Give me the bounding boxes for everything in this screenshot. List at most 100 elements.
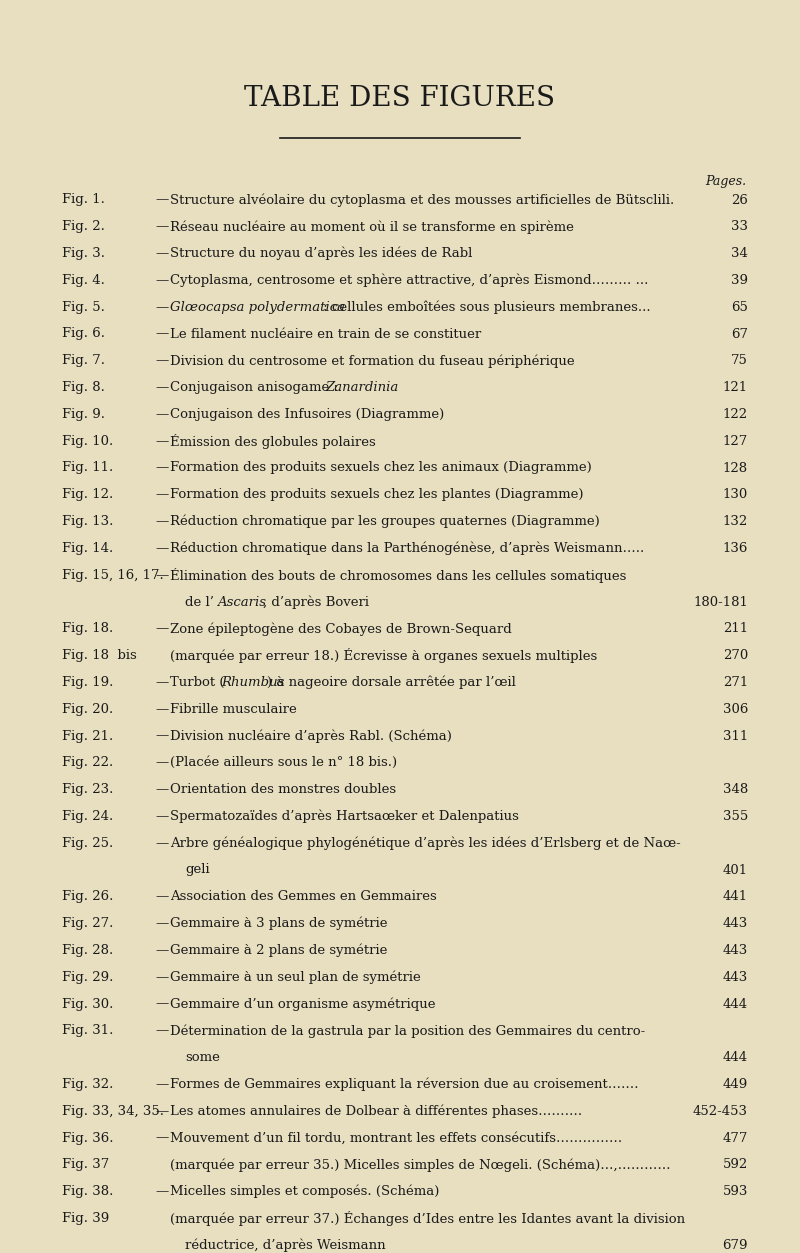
Text: —: —	[155, 381, 168, 395]
Text: Fig. 18.: Fig. 18.	[62, 623, 114, 635]
Text: —: —	[155, 1131, 168, 1144]
Text: 355: 355	[722, 809, 748, 823]
Text: —: —	[155, 461, 168, 475]
Text: —: —	[155, 729, 168, 743]
Text: Arbre généalogique phylogénétique d’après les idées d’Erlsberg et de Naœ-: Arbre généalogique phylogénétique d’aprè…	[170, 837, 681, 850]
Text: 65: 65	[731, 301, 748, 313]
Text: 75: 75	[731, 355, 748, 367]
Text: Ascaris: Ascaris	[218, 595, 266, 609]
Text: Pages.: Pages.	[705, 174, 746, 188]
Text: Micelles simples et composés. (Schéma): Micelles simples et composés. (Schéma)	[170, 1185, 439, 1198]
Text: Zone épileptogène des Cobayes de Brown-Sequard: Zone épileptogène des Cobayes de Brown-S…	[170, 621, 512, 635]
Text: Réduction chromatique par les groupes quaternes (Diagramme): Réduction chromatique par les groupes qu…	[170, 515, 600, 529]
Text: Gemmaire d’un organisme asymétrique: Gemmaire d’un organisme asymétrique	[170, 997, 435, 1011]
Text: (Placée ailleurs sous le n° 18 bis.): (Placée ailleurs sous le n° 18 bis.)	[170, 757, 397, 769]
Text: 211: 211	[723, 623, 748, 635]
Text: Fig. 18  bis: Fig. 18 bis	[62, 649, 137, 662]
Text: Fig. 2.: Fig. 2.	[62, 221, 105, 233]
Text: Gemmaire à 2 plans de symétrie: Gemmaire à 2 plans de symétrie	[170, 944, 387, 957]
Text: —: —	[155, 408, 168, 421]
Text: 180-181: 180-181	[693, 595, 748, 609]
Text: Fig. 39: Fig. 39	[62, 1212, 110, 1225]
Text: Les atomes annulaires de Dolbear à différentes phases……….: Les atomes annulaires de Dolbear à diffé…	[170, 1104, 582, 1118]
Text: geli: geli	[185, 863, 210, 877]
Text: 33: 33	[731, 221, 748, 233]
Text: : cellules emboîtées sous plusieurs membranes...: : cellules emboîtées sous plusieurs memb…	[318, 301, 650, 315]
Text: —: —	[155, 355, 168, 367]
Text: Orientation des monstres doubles: Orientation des monstres doubles	[170, 783, 396, 796]
Text: (marquée par erreur 37.) Échanges d’Ides entre les Idantes avant la division: (marquée par erreur 37.) Échanges d’Ides…	[170, 1210, 685, 1225]
Text: Division nucléaire d’après Rabl. (Schéma): Division nucléaire d’après Rabl. (Schéma…	[170, 729, 452, 743]
Text: some: some	[185, 1051, 220, 1064]
Text: Spermatozaïdes d’après Hartsaœker et Dalenpatius: Spermatozaïdes d’après Hartsaœker et Dal…	[170, 809, 519, 823]
Text: Fig. 28.: Fig. 28.	[62, 944, 114, 957]
Text: Fig. 13.: Fig. 13.	[62, 515, 114, 528]
Text: —: —	[155, 623, 168, 635]
Text: Fig. 32.: Fig. 32.	[62, 1078, 114, 1091]
Text: Élimination des bouts de chromosomes dans les cellules somatiques: Élimination des bouts de chromosomes dan…	[170, 568, 626, 583]
Text: 34: 34	[731, 247, 748, 261]
Text: 311: 311	[722, 729, 748, 743]
Text: Formation des produits sexuels chez les animaux (Diagramme): Formation des produits sexuels chez les …	[170, 461, 592, 475]
Text: Réseau nucléaire au moment où il se transforme en spirème: Réseau nucléaire au moment où il se tran…	[170, 221, 574, 233]
Text: —: —	[155, 221, 168, 233]
Text: Conjugaison anisogame :: Conjugaison anisogame :	[170, 381, 342, 395]
Text: Réduction chromatique dans la Parthénogénèse, d’après Weismann…..: Réduction chromatique dans la Parthénogé…	[170, 541, 644, 555]
Text: —: —	[155, 783, 168, 796]
Text: Formes de Gemmaires expliquant la réversion due au croisement…….: Formes de Gemmaires expliquant la révers…	[170, 1078, 638, 1091]
Text: —: —	[155, 1105, 168, 1118]
Text: —: —	[155, 569, 168, 581]
Text: —: —	[155, 193, 168, 207]
Text: Fig. 36.: Fig. 36.	[62, 1131, 114, 1144]
Text: Fig. 25.: Fig. 25.	[62, 837, 114, 850]
Text: 26: 26	[731, 193, 748, 207]
Text: 443: 443	[722, 917, 748, 930]
Text: Fig. 19.: Fig. 19.	[62, 675, 114, 689]
Text: Fig. 7.: Fig. 7.	[62, 355, 105, 367]
Text: Fig. 24.: Fig. 24.	[62, 809, 114, 823]
Text: —: —	[155, 1078, 168, 1091]
Text: de l’: de l’	[185, 595, 214, 609]
Text: Division du centrosome et formation du fuseau périphérique: Division du centrosome et formation du f…	[170, 355, 574, 367]
Text: —: —	[155, 757, 168, 769]
Text: —: —	[155, 541, 168, 555]
Text: 443: 443	[722, 944, 748, 957]
Text: —: —	[155, 944, 168, 957]
Text: 306: 306	[722, 703, 748, 715]
Text: —: —	[155, 1185, 168, 1198]
Text: Mouvement d’un fil tordu, montrant les effets consécutifs……………: Mouvement d’un fil tordu, montrant les e…	[170, 1131, 622, 1144]
Text: Fig. 20.: Fig. 20.	[62, 703, 114, 715]
Text: Gemmaire à un seul plan de symétrie: Gemmaire à un seul plan de symétrie	[170, 971, 421, 984]
Text: 136: 136	[722, 541, 748, 555]
Text: ) à nageoire dorsale arrêtée par l’œil: ) à nageoire dorsale arrêtée par l’œil	[267, 675, 516, 689]
Text: Fig. 33, 34, 35.: Fig. 33, 34, 35.	[62, 1105, 164, 1118]
Text: Fig. 29.: Fig. 29.	[62, 971, 114, 984]
Text: —: —	[155, 917, 168, 930]
Text: 122: 122	[723, 408, 748, 421]
Text: Structure alvéolaire du cytoplasma et des mousses artificielles de Bütsclili.: Structure alvéolaire du cytoplasma et de…	[170, 193, 674, 207]
Text: (marquée par erreur 18.) Écrevisse à organes sexuels multiples: (marquée par erreur 18.) Écrevisse à org…	[170, 648, 598, 663]
Text: —: —	[155, 809, 168, 823]
Text: Fig. 11.: Fig. 11.	[62, 461, 114, 475]
Text: Structure du noyau d’après les idées de Rabl: Structure du noyau d’après les idées de …	[170, 247, 472, 261]
Text: Formation des produits sexuels chez les plantes (Diagramme): Formation des produits sexuels chez les …	[170, 489, 583, 501]
Text: Fig. 37: Fig. 37	[62, 1158, 110, 1172]
Text: Fig. 9.: Fig. 9.	[62, 408, 105, 421]
Text: Fig. 31.: Fig. 31.	[62, 1024, 114, 1037]
Text: Le filament nucléaire en train de se constituer: Le filament nucléaire en train de se con…	[170, 327, 482, 341]
Text: Fibrille musculaire: Fibrille musculaire	[170, 703, 297, 715]
Text: —: —	[155, 837, 168, 850]
Text: Fig. 4.: Fig. 4.	[62, 274, 105, 287]
Text: Fig. 5.: Fig. 5.	[62, 301, 105, 313]
Text: 449: 449	[722, 1078, 748, 1091]
Text: 39: 39	[731, 274, 748, 287]
Text: —: —	[155, 327, 168, 341]
Text: 444: 444	[723, 997, 748, 1010]
Text: —: —	[155, 675, 168, 689]
Text: —: —	[155, 489, 168, 501]
Text: 270: 270	[722, 649, 748, 662]
Text: —: —	[155, 703, 168, 715]
Text: (marquée par erreur 35.) Micelles simples de Nœgeli. (Schéma)…,…………: (marquée par erreur 35.) Micelles simple…	[170, 1158, 670, 1172]
Text: Zanardinia: Zanardinia	[325, 381, 398, 395]
Text: 441: 441	[723, 891, 748, 903]
